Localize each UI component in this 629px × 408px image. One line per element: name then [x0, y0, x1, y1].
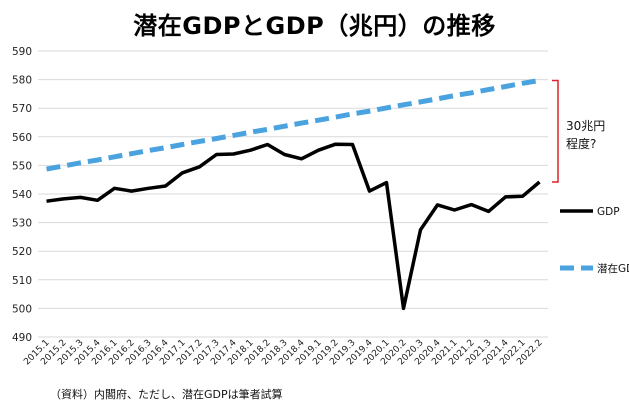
page-title: 潜在GDPとGDP（兆円）の推移 — [133, 12, 496, 40]
gap-bracket — [552, 79, 559, 183]
y-tick-label: 500 — [12, 303, 32, 315]
series-lines — [46, 78, 541, 311]
y-tick-label: 510 — [12, 275, 32, 287]
y-tick-label: 490 — [12, 332, 32, 344]
source-note: （資料）内閣府、ただし、潜在GDPは筆者試算 — [50, 388, 283, 401]
legend-label-gdp: GDP — [597, 206, 620, 218]
y-tick-label: 580 — [12, 75, 32, 87]
y-tick-label: 530 — [12, 218, 32, 230]
y-axis-ticks: 490 500 510 520 530 540 550 560 570 580 590 — [12, 46, 32, 344]
y-tick-label: 560 — [12, 132, 32, 144]
annotation-line2: 程度? — [566, 136, 596, 151]
y-tick-label: 550 — [12, 160, 32, 172]
y-tick-label: 570 — [12, 103, 32, 115]
annotation-line1: 30兆円 — [566, 119, 605, 133]
x-axis-ticks: 2015.12015.22015.32015.42016.12016.22016… — [22, 338, 544, 368]
legend: GDP 潜在GDP — [560, 206, 629, 275]
y-tick-label: 590 — [12, 46, 32, 58]
series-line — [46, 142, 541, 311]
gridlines — [38, 50, 548, 338]
y-tick-label: 540 — [12, 189, 32, 201]
legend-label-potential: 潜在GDP — [597, 262, 629, 275]
y-tick-label: 520 — [12, 246, 32, 258]
